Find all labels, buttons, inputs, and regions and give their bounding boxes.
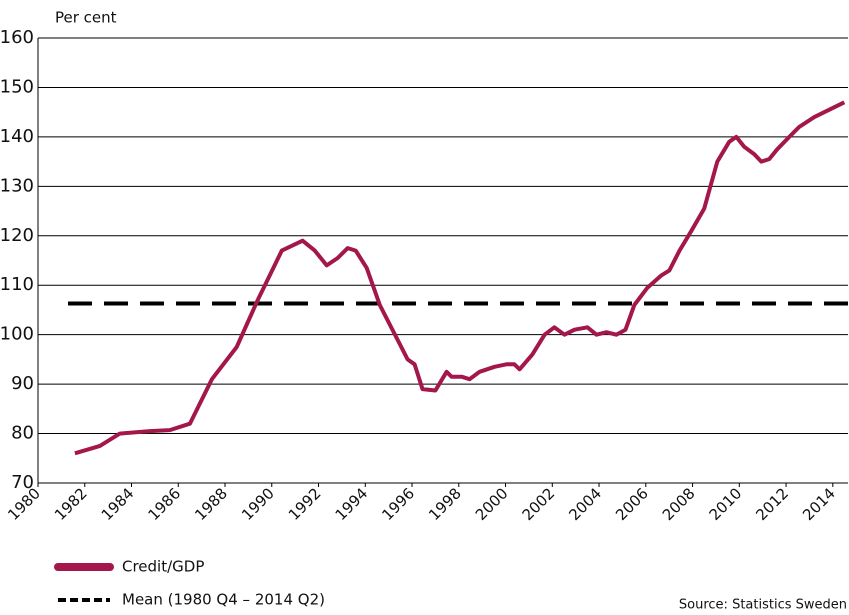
x-tick-label: 1986 bbox=[145, 484, 185, 524]
x-tick-label: 1998 bbox=[425, 484, 465, 524]
x-tick-label: 1994 bbox=[332, 484, 372, 524]
y-tick-label: 90 bbox=[11, 373, 34, 394]
y-tick-label: 100 bbox=[0, 324, 34, 345]
x-tick-label: 2000 bbox=[472, 484, 512, 524]
x-tick-label: 1984 bbox=[98, 484, 138, 524]
y-axis-label: Per cent bbox=[55, 9, 117, 27]
x-tick-label: 1988 bbox=[191, 484, 231, 524]
x-tick-label: 1992 bbox=[285, 484, 325, 524]
x-tick-label: 2002 bbox=[519, 484, 559, 524]
legend-label: Mean (1980 Q4 – 2014 Q2) bbox=[122, 591, 325, 609]
data-line bbox=[74, 100, 846, 456]
y-tick-label: 160 bbox=[0, 27, 34, 48]
legend-label: Credit/GDP bbox=[122, 558, 204, 576]
x-tick-label: 2012 bbox=[752, 484, 792, 524]
y-tick-label: 140 bbox=[0, 126, 34, 147]
x-tick-label: 2004 bbox=[565, 484, 605, 524]
x-tick-label: 1990 bbox=[238, 484, 278, 524]
y-tick-label: 110 bbox=[0, 274, 34, 295]
x-tick-label: 1996 bbox=[378, 484, 418, 524]
x-tick-label: 2006 bbox=[612, 484, 652, 524]
y-tick-label: 120 bbox=[0, 225, 34, 246]
y-tick-label: 70 bbox=[11, 472, 34, 493]
source-note: Source: Statistics Sweden bbox=[679, 598, 847, 613]
y-tick-label: 150 bbox=[0, 76, 34, 97]
x-tick-label: 2010 bbox=[706, 484, 746, 524]
y-tick-label: 130 bbox=[0, 175, 34, 196]
x-tick-label: 2014 bbox=[799, 484, 839, 524]
x-tick-label: 2008 bbox=[659, 484, 699, 524]
y-tick-label: 80 bbox=[11, 423, 34, 444]
x-tick-label: 1982 bbox=[51, 484, 91, 524]
